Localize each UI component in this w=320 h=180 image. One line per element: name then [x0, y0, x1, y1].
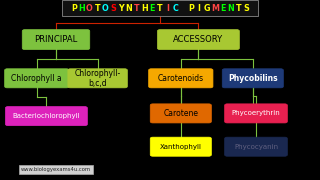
- FancyBboxPatch shape: [222, 69, 284, 88]
- Text: Bacteriochlorophyll: Bacteriochlorophyll: [12, 113, 80, 119]
- Text: N: N: [125, 4, 132, 13]
- Text: P: P: [188, 4, 194, 13]
- Text: E: E: [149, 4, 155, 13]
- Text: G: G: [204, 4, 210, 13]
- Text: N: N: [227, 4, 234, 13]
- Text: PRINCIPAL: PRINCIPAL: [34, 35, 78, 44]
- Text: T: T: [236, 4, 241, 13]
- Text: H: H: [78, 4, 85, 13]
- FancyBboxPatch shape: [62, 0, 258, 16]
- FancyBboxPatch shape: [150, 104, 211, 123]
- FancyBboxPatch shape: [68, 69, 127, 88]
- Text: S: S: [110, 4, 116, 13]
- Text: I: I: [198, 4, 201, 13]
- Text: Phycobilins: Phycobilins: [228, 74, 278, 83]
- FancyBboxPatch shape: [148, 69, 213, 88]
- FancyBboxPatch shape: [22, 30, 90, 50]
- Text: T: T: [157, 4, 163, 13]
- Text: O: O: [86, 4, 93, 13]
- Text: T: T: [134, 4, 139, 13]
- FancyBboxPatch shape: [5, 107, 87, 126]
- FancyBboxPatch shape: [225, 137, 287, 156]
- Text: Chlorophyll a: Chlorophyll a: [12, 74, 62, 83]
- Text: P: P: [71, 4, 77, 13]
- Text: O: O: [102, 4, 108, 13]
- Text: www.biologyexams4u.com: www.biologyexams4u.com: [21, 167, 91, 172]
- Text: M: M: [211, 4, 219, 13]
- Text: Phycoerythrin: Phycoerythrin: [232, 110, 280, 116]
- FancyBboxPatch shape: [150, 137, 211, 156]
- Text: C: C: [173, 4, 179, 13]
- Text: Carotenoids: Carotenoids: [158, 74, 204, 83]
- FancyBboxPatch shape: [225, 104, 287, 123]
- Text: Chlorophyll-
b,c,d: Chlorophyll- b,c,d: [75, 69, 121, 88]
- Text: Carotene: Carotene: [163, 109, 198, 118]
- FancyBboxPatch shape: [5, 69, 69, 88]
- Text: T: T: [94, 4, 100, 13]
- Text: S: S: [243, 4, 249, 13]
- Text: ACCESSORY: ACCESSORY: [173, 35, 223, 44]
- FancyBboxPatch shape: [157, 30, 239, 50]
- Text: I: I: [166, 4, 169, 13]
- Text: H: H: [141, 4, 148, 13]
- Text: E: E: [220, 4, 225, 13]
- Text: Y: Y: [118, 4, 124, 13]
- Text: Xanthophyll: Xanthophyll: [160, 144, 202, 150]
- Text: Phycocyanin: Phycocyanin: [234, 144, 278, 150]
